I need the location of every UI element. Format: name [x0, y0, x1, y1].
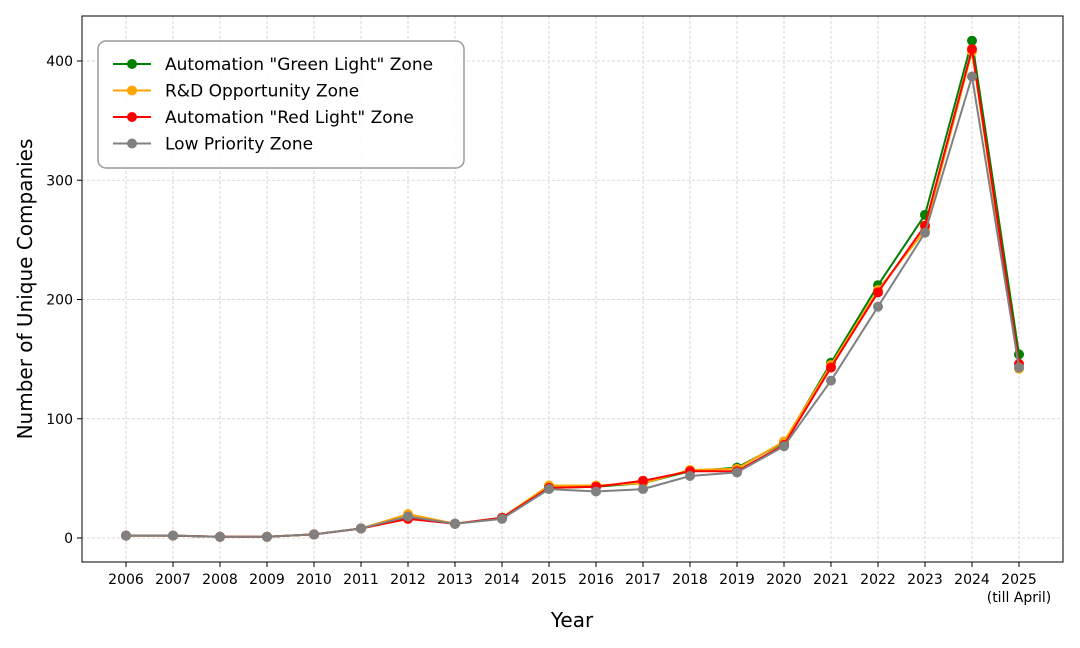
x-tick-label: 2018: [672, 572, 708, 588]
data-point: [732, 467, 742, 478]
data-point: [873, 301, 883, 312]
x-axis-title: Year: [550, 608, 594, 632]
x-tick-label: 2009: [249, 572, 285, 588]
data-point: [121, 530, 131, 541]
x-tick-label: 2007: [155, 572, 191, 588]
plot-frame: [81, 15, 1064, 563]
data-point: [826, 362, 836, 373]
data-point: [168, 530, 178, 541]
data-point: [309, 529, 319, 540]
legend-label: R&D Opportunity Zone: [165, 82, 359, 102]
y-tick-label: 0: [64, 531, 73, 547]
x-tick-label: 2017: [625, 572, 661, 588]
data-point: [1014, 362, 1024, 373]
x-tick-label: 2012: [390, 572, 426, 588]
x-tick-label: 2020: [766, 572, 802, 588]
legend-label: Automation "Green Light" Zone: [165, 55, 433, 75]
data-point: [685, 470, 695, 481]
y-tick-label: 200: [46, 293, 73, 309]
x-tick-label: 2021: [813, 572, 849, 588]
x-tick-label: 2011: [343, 572, 379, 588]
legend-marker: [127, 138, 137, 149]
series-layer: [121, 35, 1024, 542]
x-tick-label: 2010: [296, 572, 332, 588]
legend-label: Low Priority Zone: [165, 135, 313, 155]
data-point: [356, 523, 366, 534]
data-point: [215, 531, 225, 542]
x-tick-label: 2013: [437, 572, 473, 588]
data-point: [826, 375, 836, 386]
data-point: [262, 531, 272, 542]
x-tick-label: 2008: [202, 572, 238, 588]
x-tick-label: 2019: [719, 572, 755, 588]
data-point: [873, 287, 883, 298]
series-line: [126, 75, 1020, 538]
data-point: [544, 484, 554, 495]
data-point: [450, 518, 460, 529]
data-point: [779, 441, 789, 452]
data-point: [967, 44, 977, 55]
x-tick-label: 2015: [531, 572, 567, 588]
x-tick-label: 2016: [578, 572, 614, 588]
data-point: [967, 35, 977, 46]
data-point: [497, 513, 507, 524]
x-tick-label: 2024: [954, 572, 990, 588]
x-tick-label: 2023: [907, 572, 943, 588]
data-point: [638, 484, 648, 495]
data-point: [967, 71, 977, 82]
y-tick-label: 100: [46, 412, 73, 428]
y-axis-ticks: 0 100 200 300 400: [46, 54, 82, 547]
data-point: [920, 227, 930, 238]
legend-label: Automation "Red Light" Zone: [165, 108, 414, 128]
data-point: [403, 511, 413, 522]
x-tick-label: 2006: [108, 572, 144, 588]
y-tick-label: 300: [46, 173, 73, 189]
x-tick-sublabel: (till April): [987, 590, 1052, 606]
legend-marker: [127, 85, 137, 96]
legend-marker: [127, 112, 137, 122]
x-tick-label: 2025: [1001, 572, 1037, 588]
y-axis-title: Number of Unique Companies: [13, 139, 37, 440]
y-tick-label: 400: [46, 54, 73, 70]
data-point: [638, 475, 648, 486]
data-point: [591, 486, 601, 497]
x-tick-label: 2022: [860, 572, 896, 588]
legend-marker: [127, 59, 137, 69]
x-tick-label: 2014: [484, 572, 520, 588]
legend-box: [97, 40, 465, 169]
legend: Automation "Green Light" Zone R&D Opportu…: [97, 40, 465, 169]
x-axis-ticks: 2006 2007 2008 2009 2010 2011 2012 2013 2014 2015…: [108, 562, 1051, 606]
series-4: [121, 71, 1024, 542]
